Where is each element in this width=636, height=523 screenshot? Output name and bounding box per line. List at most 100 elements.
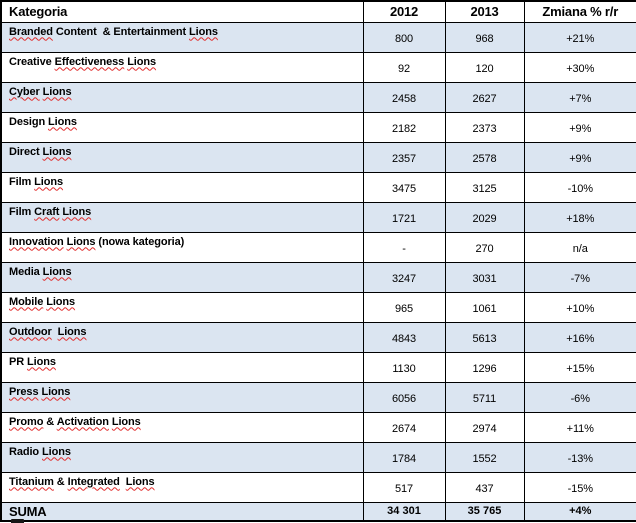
category-cell: Radio Lions (0, 441, 364, 473)
category-text: Film (9, 175, 35, 188)
misspelled-word: Branded (9, 25, 53, 38)
value-2012-cell: 4843 (362, 321, 446, 353)
table-row: Innovation Lions (nowa kategoria) -270 n/a (0, 231, 636, 263)
value-2012-cell: 517 (362, 471, 446, 503)
category-cell: Titanium & Integrated Lions (0, 471, 364, 503)
change-cell: +30% (523, 51, 636, 83)
summary-change-cell: +4% (523, 501, 636, 521)
table-row: Outdoor Lions 4843 5613 +16% (0, 321, 636, 353)
category-text: Design (9, 115, 49, 128)
change-cell: -7% (523, 261, 636, 293)
table-row: Branded Content & Entertainment Lions 800… (0, 21, 636, 53)
change-cell: n/a (523, 231, 636, 263)
value-2013-cell: 3031 (444, 261, 525, 293)
misspelled-word: Lions (62, 205, 92, 218)
misspelled-word: Lions (42, 85, 72, 98)
category-text: PR (9, 355, 28, 368)
misspelled-word: Lions (66, 235, 96, 248)
summary-2013-cell: 35 765 (444, 501, 525, 521)
category-text: Direct (9, 145, 43, 158)
value-2012-cell: 2674 (362, 411, 446, 443)
category-cell: Mobile Lions (0, 291, 364, 323)
value-2013-cell: 3125 (444, 171, 525, 203)
misspelled-word: Titanium (9, 475, 54, 488)
table-row: Cyber Lions 2458 2627 +7% (0, 81, 636, 113)
value-2012-cell: 2458 (362, 81, 446, 113)
misspelled-word: Lions (42, 145, 72, 158)
misspelled-word: Craft (34, 205, 60, 218)
table-row: Direct Lions 2357 2578 +9% (0, 141, 636, 173)
category-text: & (53, 475, 68, 488)
value-2013-cell: 1552 (444, 441, 525, 473)
misspelled-word: Lions (46, 295, 76, 308)
table-row: Creative Effectiveness Lions 92 120 +30% (0, 51, 636, 83)
cropped-text-artifact (11, 519, 24, 523)
category-cell: Film Lions (0, 171, 364, 203)
misspelled-word: Lions (42, 265, 72, 278)
misspelled-word: Lions (34, 175, 64, 188)
table-row: Film Lions 3475 3125 -10% (0, 171, 636, 203)
table-row: Mobile Lions 965 1061 +10% (0, 291, 636, 323)
change-cell: -15% (523, 471, 636, 503)
category-cell: Direct Lions (0, 141, 364, 173)
value-2013-cell: 437 (444, 471, 525, 503)
value-2013-cell: 5613 (444, 321, 525, 353)
header-2012: 2012 (362, 0, 446, 23)
misspelled-word: Lions (27, 355, 56, 368)
misspelled-word: Promo (9, 415, 44, 428)
category-cell: Innovation Lions (nowa kategoria) (0, 231, 364, 263)
misspelled-word: Lions (41, 385, 71, 398)
value-2013-cell: 2974 (444, 411, 525, 443)
value-2012-cell: 2357 (362, 141, 446, 173)
header-row: Kategoria 2012 2013 Zmiana % r/r (0, 0, 636, 23)
change-cell: -6% (523, 381, 636, 413)
table-row: Design Lions 2182 2373 +9% (0, 111, 636, 143)
category-text: Film (9, 205, 35, 218)
value-2012-cell: - (362, 231, 446, 263)
misspelled-word: Lions (111, 415, 141, 428)
value-2013-cell: 2029 (444, 201, 525, 233)
change-cell: +9% (523, 141, 636, 173)
misspelled-word: Lions (127, 55, 157, 68)
value-2012-cell: 3475 (362, 171, 446, 203)
category-text: (nowa kategoria) (95, 235, 185, 248)
value-2013-cell: 2627 (444, 81, 525, 113)
summary-row: SUMA 34 301 35 765 +4% (0, 501, 636, 521)
value-2013-cell: 270 (444, 231, 525, 263)
value-2013-cell: 968 (444, 21, 525, 53)
value-2012-cell: 1130 (362, 351, 446, 383)
category-cell: Creative Effectiveness Lions (0, 51, 364, 83)
table-row: PR Lions 1130 1296 +15% (0, 351, 636, 383)
misspelled-word: Lions (125, 475, 155, 488)
change-cell: +18% (523, 201, 636, 233)
value-2013-cell: 120 (444, 51, 525, 83)
change-cell: +7% (523, 81, 636, 113)
change-cell: +21% (523, 21, 636, 53)
value-2013-cell: 5711 (444, 381, 525, 413)
value-2012-cell: 965 (362, 291, 446, 323)
value-2013-cell: 1296 (444, 351, 525, 383)
table-row: Film Craft Lions 1721 2029 +18% (0, 201, 636, 233)
change-cell: -10% (523, 171, 636, 203)
misspelled-word: Lions (48, 115, 77, 128)
misspelled-word: Press (9, 385, 39, 398)
misspelled-word: Activation (56, 415, 109, 428)
change-cell: -13% (523, 441, 636, 473)
value-2012-cell: 3247 (362, 261, 446, 293)
value-2012-cell: 800 (362, 21, 446, 53)
category-text: Media (9, 265, 43, 278)
value-2012-cell: 1784 (362, 441, 446, 473)
category-cell: Media Lions (0, 261, 364, 293)
misspelled-word: Mobile (9, 295, 44, 308)
misspelled-word: Outdoor (9, 325, 52, 338)
category-cell: PR Lions (0, 351, 364, 383)
category-cell: Film Craft Lions (0, 201, 364, 233)
change-cell: +16% (523, 321, 636, 353)
category-text: Radio (9, 445, 43, 458)
category-text: & (43, 415, 57, 428)
category-cell: Cyber Lions (0, 81, 364, 113)
value-2012-cell: 92 (362, 51, 446, 83)
table-row: Press Lions 6056 5711 -6% (0, 381, 636, 413)
misspelled-word: Lions (189, 25, 218, 38)
